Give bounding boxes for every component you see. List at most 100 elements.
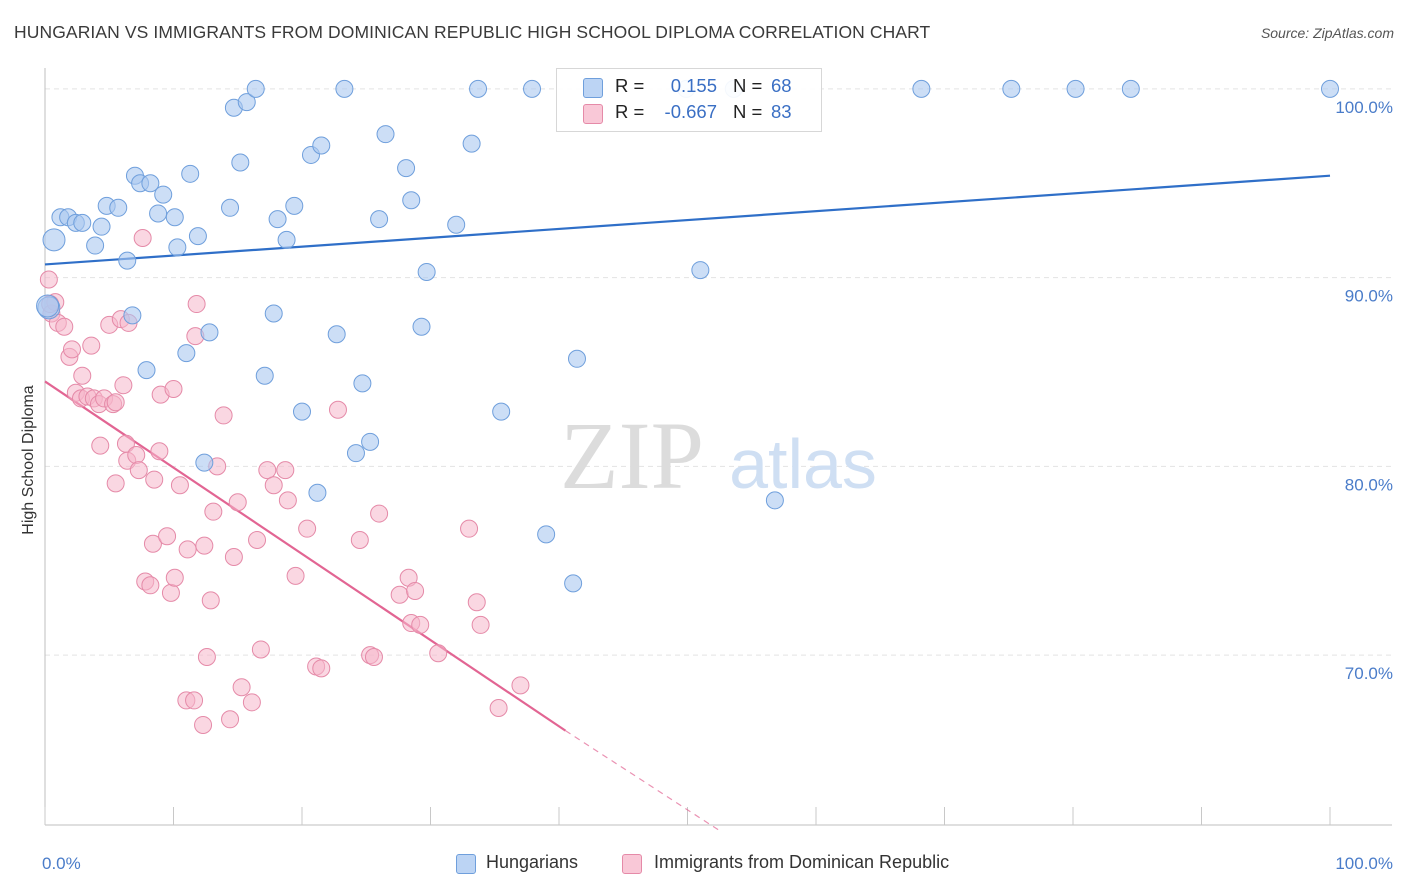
bottom-legend-label: Hungarians [486,852,579,872]
watermark-atlas: atlas [729,425,877,503]
data-point-dominican [248,530,267,549]
data-point-hungarians [165,208,184,227]
data-point-dominican [312,659,331,678]
data-point-dominican [471,615,490,634]
data-point-dominican [258,461,277,480]
data-point-dominican [350,530,369,549]
data-point-dominican [298,519,317,538]
data-point-dominican [73,366,92,385]
data-point-hungarians [1066,79,1085,98]
data-point-hungarians [285,196,304,215]
data-point-hungarians [912,79,931,98]
data-point-hungarians [492,402,511,421]
data-point-hungarians [195,453,214,472]
data-point-dominican [62,340,81,359]
data-point-dominican [467,593,486,612]
data-point-hungarians [177,344,196,363]
data-point-dominican [150,442,169,461]
data-point-hungarians [370,210,389,229]
data-point-dominican [221,710,240,729]
data-point-hungarians [231,153,250,172]
data-point-hungarians [149,204,168,223]
x-tick-label: 0.0% [42,854,81,873]
data-point-hungarians [523,79,542,98]
data-point-hungarians [335,79,354,98]
data-point-hungarians [1121,79,1140,98]
data-point-dominican [251,640,270,659]
y-tick-label: 100.0% [1335,98,1393,117]
data-point-dominican [55,317,74,336]
data-point-hungarians [200,323,219,342]
data-point-hungarians [36,294,60,318]
data-point-hungarians [123,306,142,325]
data-point-dominican [364,648,383,667]
legend-r-value: -0.667 [664,101,717,122]
data-point-dominican [429,644,448,663]
data-point-hungarians [264,304,283,323]
legend-n-label: N = [733,101,763,122]
data-point-hungarians [346,444,365,463]
data-point-hungarians [277,230,296,249]
watermark-zip: ZIP [560,402,704,509]
data-point-dominican [328,400,347,419]
data-point-dominican [489,698,508,717]
data-point-hungarians [73,213,92,232]
data-point-hungarians [118,251,137,270]
data-point-dominican [82,336,101,355]
data-point-dominican [158,527,177,546]
x-tick-label: 100.0% [1335,854,1393,873]
data-point-dominican [187,295,206,314]
data-point-dominican [143,534,162,553]
chart-source: Source: ZipAtlas.com [1260,25,1394,41]
gridlines [45,88,1392,656]
data-point-hungarians [412,317,431,336]
data-point-hungarians [361,432,380,451]
data-point-hungarians [537,525,556,544]
data-point-hungarians [141,174,160,193]
data-point-dominican [278,491,297,510]
data-point-dominican [204,502,223,521]
data-point-hungarians [168,238,187,257]
legend-n-value: 68 [771,75,792,96]
data-point-hungarians [268,210,287,229]
data-point-hungarians [1002,79,1021,98]
trend-line-dominican [44,380,567,732]
data-point-dominican [133,228,152,247]
data-point-dominican [195,536,214,555]
data-point-dominican [460,519,479,538]
data-point-dominican [201,591,220,610]
data-point-hungarians [353,374,372,393]
legend-swatch-blue [583,78,603,98]
data-point-hungarians [86,236,105,255]
data-point-dominican [106,474,125,493]
data-point-dominican [264,476,283,495]
data-point-hungarians [417,262,436,281]
data-point-dominican [406,581,425,600]
data-point-hungarians [462,134,481,153]
data-point-hungarians [691,261,710,280]
trend-line-dominican-extension [565,730,720,832]
data-point-dominican [185,691,204,710]
data-point-dominican [145,470,164,489]
data-point-hungarians [255,366,274,385]
data-point-dominican [276,461,295,480]
data-point-hungarians [402,191,421,210]
data-point-dominican [141,576,160,595]
data-point-hungarians [293,402,311,421]
legend-swatch-pink [583,104,603,124]
bottom-legend-swatch-pink [622,854,642,874]
legend-r-label: R = [615,75,645,96]
data-point-dominican [129,461,148,480]
data-point-dominican [214,406,233,425]
data-point-hungarians [154,185,173,204]
data-point-hungarians [312,136,331,155]
y-tick-label: 90.0% [1345,287,1393,306]
data-point-dominican [106,393,125,412]
chart-title: HUNGARIAN VS IMMIGRANTS FROM DOMINICAN R… [14,22,931,42]
data-point-dominican [91,436,110,455]
data-point-hungarians [564,574,583,593]
x-tick-labels: 0.0% 100.0% [42,854,1393,873]
y-tick-label: 70.0% [1345,664,1393,683]
data-point-hungarians [181,164,200,183]
data-point-dominican [178,540,197,559]
